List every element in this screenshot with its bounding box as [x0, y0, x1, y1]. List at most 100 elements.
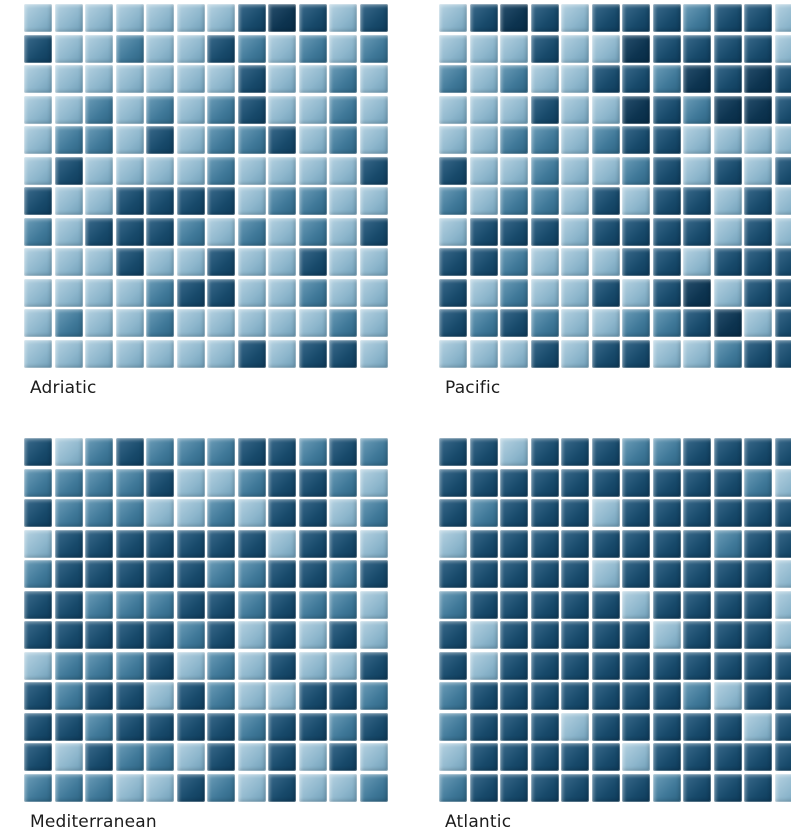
mosaic-tile: [298, 560, 327, 588]
mosaic-tile: [530, 34, 559, 63]
mosaic-tile: [176, 95, 205, 124]
mosaic-tile: [115, 651, 144, 680]
mosaic-tile: [115, 438, 144, 466]
mosaic-tile: [24, 529, 52, 558]
mosaic-tile: [298, 339, 327, 368]
mosaic-tile: [115, 682, 144, 710]
mosaic-tile: [530, 248, 559, 276]
mosaic-tile: [146, 126, 174, 154]
swatch-mediterranean[interactable]: Mediterranean: [0, 438, 391, 832]
mosaic-tile: [591, 499, 620, 527]
mosaic-tile: [207, 4, 235, 32]
mosaic-tile: [176, 65, 205, 93]
mosaic-tile: [85, 621, 113, 649]
mosaic-tile: [85, 217, 113, 246]
swatch-caption: Atlantic: [445, 812, 512, 832]
mosaic-tile: [591, 309, 620, 337]
mosaic-tile: [298, 590, 327, 619]
mosaic-tile: [591, 156, 620, 185]
mosaic-tile: [500, 95, 528, 124]
mosaic-tile: [713, 34, 742, 63]
mosaic-tile: [652, 560, 681, 588]
mosaic-tile: [146, 682, 174, 710]
mosaic-tile: [561, 499, 589, 527]
mosaic-tile: [561, 187, 589, 215]
mosaic-tile: [439, 4, 467, 32]
mosaic-tile: [54, 743, 83, 771]
mosaic-tile: [146, 438, 174, 466]
mosaic-tile: [54, 4, 83, 32]
swatch-adriatic[interactable]: Adriatic: [0, 4, 391, 398]
mosaic-tile: [359, 65, 388, 93]
mosaic-tile: [469, 682, 498, 710]
mosaic-tile: [268, 217, 296, 246]
swatch-caption: Adriatic: [30, 378, 97, 398]
mosaic-tile: [439, 499, 467, 527]
mosaic-tile: [652, 126, 681, 154]
mosaic-tile: [439, 339, 467, 368]
mosaic-grid: [439, 4, 791, 368]
mosaic-tile: [329, 65, 357, 93]
mosaic-tile: [652, 773, 681, 802]
mosaic-tile: [469, 4, 498, 32]
mosaic-tile: [115, 278, 144, 307]
mosaic-tile: [744, 651, 772, 680]
mosaic-tile: [561, 248, 589, 276]
mosaic-tile: [561, 621, 589, 649]
mosaic-tile: [469, 126, 498, 154]
mosaic-tile: [713, 773, 742, 802]
mosaic-tile: [298, 65, 327, 93]
mosaic-tile: [207, 95, 235, 124]
mosaic-tile: [500, 248, 528, 276]
mosaic-tile: [24, 339, 52, 368]
mosaic-tile: [176, 621, 205, 649]
mosaic-tile: [298, 529, 327, 558]
mosaic-tile: [207, 278, 235, 307]
mosaic-tile: [268, 126, 296, 154]
mosaic-tile: [298, 682, 327, 710]
mosaic-tile: [744, 217, 772, 246]
mosaic-tile: [298, 217, 327, 246]
mosaic-tile: [622, 468, 650, 497]
mosaic-tile: [329, 682, 357, 710]
mosaic-tile: [24, 712, 52, 741]
swatch-pacific[interactable]: Pacific: [415, 4, 791, 398]
mosaic-tile: [561, 651, 589, 680]
mosaic-tile: [744, 95, 772, 124]
mosaic-tile: [115, 187, 144, 215]
mosaic-tile: [744, 4, 772, 32]
mosaic-tile: [622, 590, 650, 619]
mosaic-tile: [54, 126, 83, 154]
mosaic-tile: [622, 4, 650, 32]
mosaic-tile: [207, 743, 235, 771]
mosaic-tile: [652, 278, 681, 307]
swatch-atlantic[interactable]: Atlantic: [415, 438, 791, 832]
mosaic-tile: [561, 278, 589, 307]
mosaic-tile: [237, 499, 266, 527]
mosaic-tile: [237, 773, 266, 802]
mosaic-tile: [469, 65, 498, 93]
mosaic-tile: [176, 712, 205, 741]
mosaic-grid: [24, 4, 388, 368]
mosaic-tile: [622, 34, 650, 63]
mosaic-tile: [652, 499, 681, 527]
mosaic-tile: [774, 126, 791, 154]
mosaic-tile: [439, 34, 467, 63]
mosaic-tile: [298, 187, 327, 215]
mosaic-tile: [298, 468, 327, 497]
mosaic-tile: [268, 278, 296, 307]
mosaic-tile: [146, 529, 174, 558]
mosaic-tile: [683, 126, 711, 154]
mosaic-tile: [237, 339, 266, 368]
mosaic-tile: [329, 34, 357, 63]
mosaic-tile: [54, 65, 83, 93]
mosaic-tile: [530, 156, 559, 185]
mosaic-tile: [237, 95, 266, 124]
mosaic-tile: [713, 712, 742, 741]
mosaic-tile: [268, 187, 296, 215]
mosaic-tile: [774, 4, 791, 32]
mosaic-tile: [329, 651, 357, 680]
mosaic-tile: [622, 248, 650, 276]
mosaic-tile: [469, 468, 498, 497]
mosaic-tile: [683, 156, 711, 185]
